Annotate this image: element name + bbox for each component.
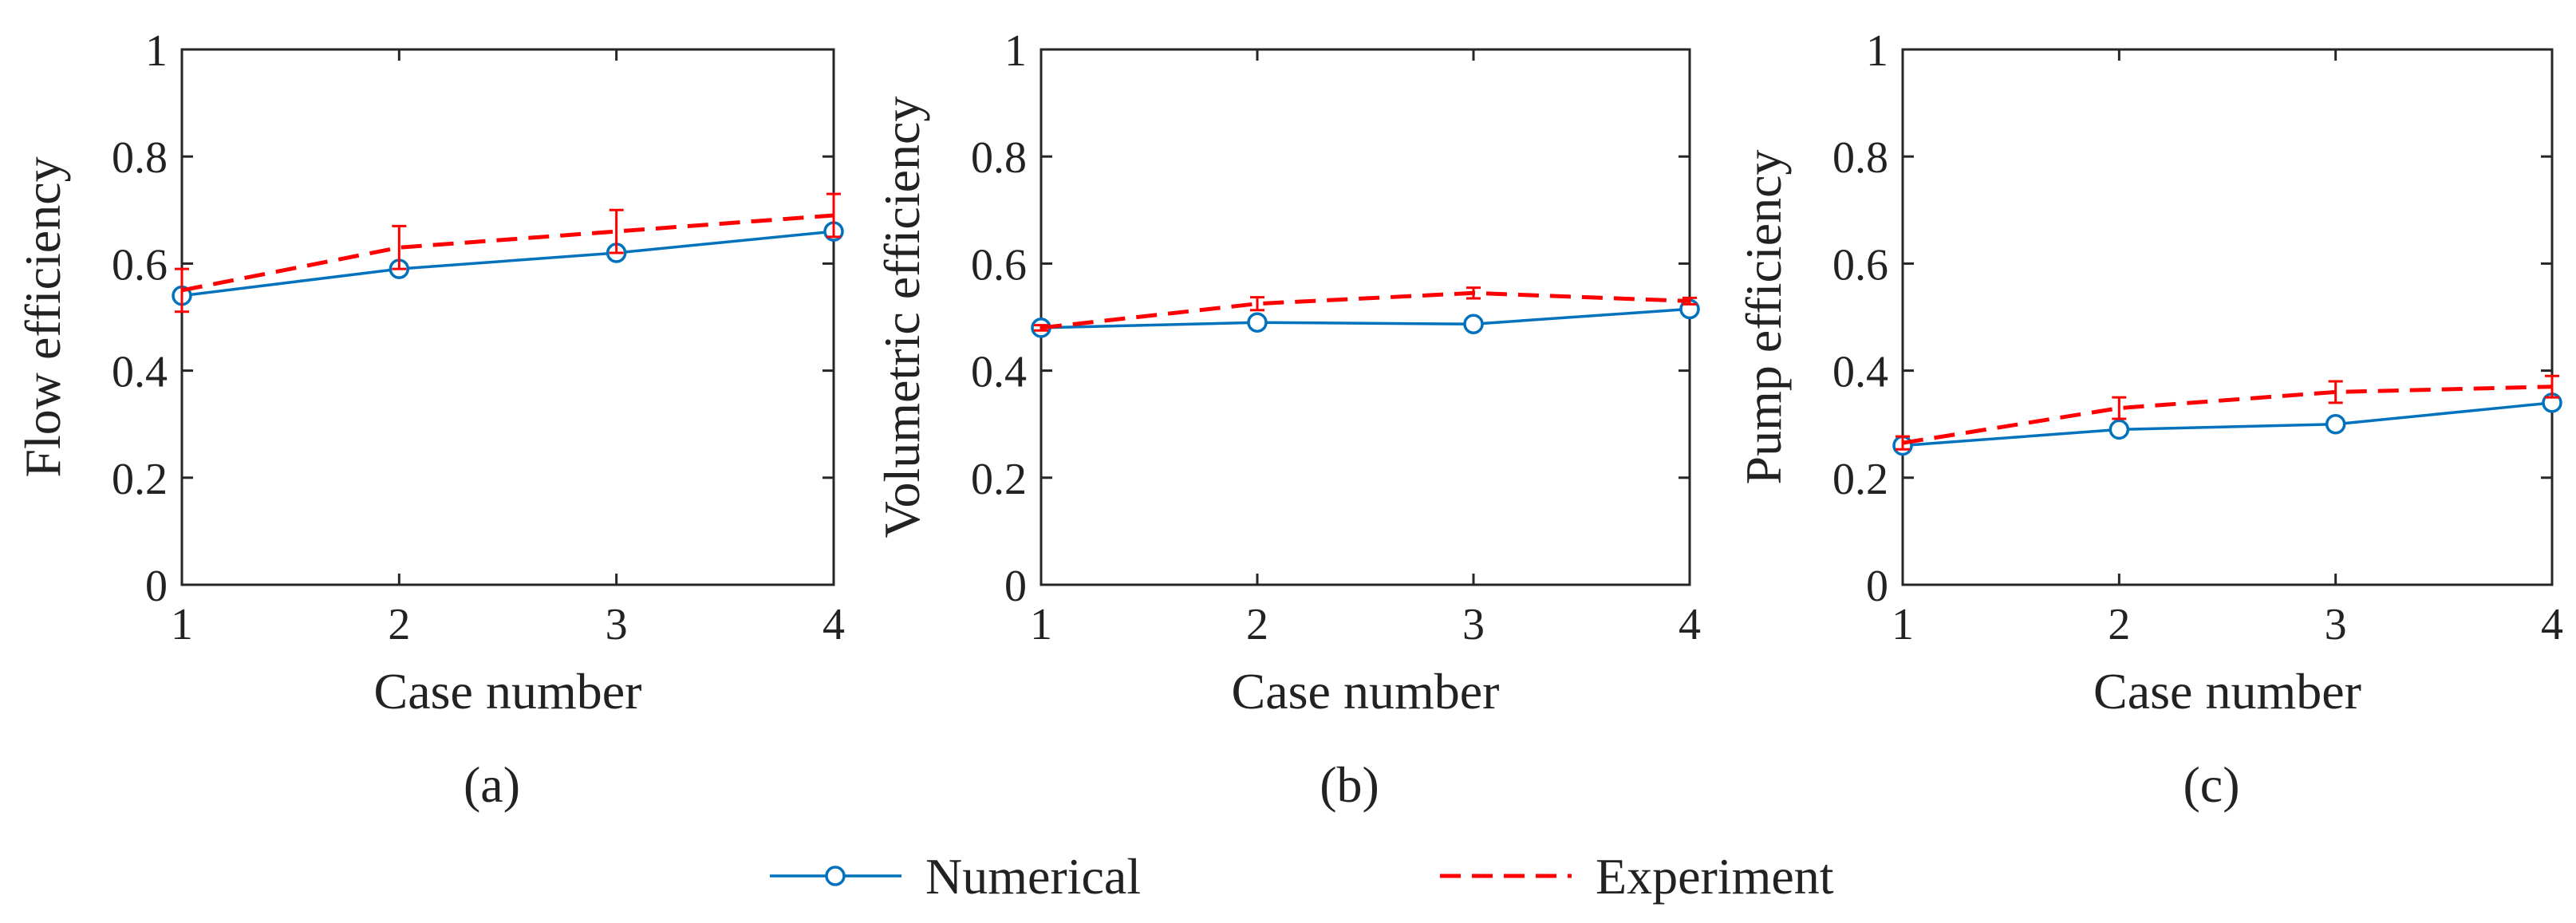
- y-axis-label: Pump efficiency: [1735, 149, 1792, 484]
- numerical-line: [1040, 307, 1690, 329]
- x-tick-label: 4: [823, 600, 845, 649]
- x-tick-label: 3: [606, 600, 628, 649]
- x-tick-label: 2: [2108, 600, 2130, 649]
- y-tick-label: 0.2: [1832, 455, 1888, 504]
- x-tick-label: 1: [1892, 600, 1914, 649]
- y-tick-label: 0: [145, 562, 168, 611]
- data-point: [2325, 413, 2346, 435]
- y-tick-label: 0.6: [971, 240, 1027, 290]
- panel-label: (c): [2183, 756, 2239, 813]
- legend-marker: [825, 866, 846, 886]
- series-experiment: [175, 192, 841, 314]
- legend-label: Numerical: [925, 848, 1141, 905]
- legend: Numerical Experiment: [770, 848, 1834, 905]
- y-tick-label: 0: [1866, 562, 1888, 611]
- x-axis-label: Case number: [374, 663, 642, 720]
- x-tick-label: 3: [1462, 600, 1485, 649]
- panel-c: 0 0.2 0.4 0.6 0.8 1 1 2 3 4 Case number Pump effici…: [1735, 26, 2563, 813]
- experiment-line: [1902, 385, 2553, 445]
- y-axis-label: Volumetric efficiency: [874, 97, 930, 538]
- y-tick-label: 0.4: [112, 348, 168, 397]
- y-tick-label: 0.8: [1832, 133, 1888, 183]
- x-tick-label: 4: [1679, 600, 1701, 649]
- x-tick-label: 1: [1030, 600, 1052, 649]
- x-tick-label: 1: [171, 600, 193, 649]
- panel-b: 0 0.2 0.4 0.6 0.8 1 1 2 3 4 Case number Volumetric …: [874, 26, 1701, 813]
- plot-frame: [1901, 48, 2554, 586]
- series-experiment: [1034, 286, 1697, 332]
- y-tick-label: 0.8: [112, 133, 168, 183]
- y-tick-label: 1: [1866, 26, 1888, 76]
- y-tick-label: 1: [1004, 26, 1027, 76]
- y-tick-label: 0.8: [971, 133, 1027, 183]
- x-tick-label: 2: [1246, 600, 1268, 649]
- x-axis-label: Case number: [2093, 663, 2361, 720]
- series-numerical: [1892, 392, 2562, 456]
- series-experiment: [1896, 374, 2559, 451]
- legend-item-numerical: Numerical: [770, 848, 1141, 905]
- data-point: [1463, 314, 1484, 334]
- y-tick-label: 0: [1004, 562, 1027, 611]
- y-tick-label: 1: [145, 26, 168, 76]
- series-numerical: [172, 221, 844, 306]
- y-tick-label: 0.6: [112, 240, 168, 290]
- experiment-line: [1040, 290, 1690, 330]
- x-tick-label: 3: [2325, 600, 2347, 649]
- data-point: [2109, 419, 2130, 440]
- y-tick-label: 0.2: [971, 455, 1027, 504]
- plot-frame: [180, 48, 835, 586]
- y-tick-label: 0.4: [1832, 348, 1888, 397]
- numerical-line: [181, 230, 834, 298]
- data-point: [1247, 312, 1268, 333]
- legend-item-experiment: Experiment: [1440, 848, 1834, 905]
- y-axis-label: Flow efficiency: [14, 156, 71, 477]
- x-tick-label: 4: [2541, 600, 2563, 649]
- y-tick-label: 0.6: [1832, 240, 1888, 290]
- panel-label: (b): [1320, 756, 1379, 813]
- y-tick-label: 0.2: [112, 455, 168, 504]
- y-tick-label: 0.4: [971, 348, 1027, 397]
- panel-label: (a): [464, 756, 520, 813]
- experiment-line: [181, 213, 834, 293]
- panel-a: 0 0.2 0.4 0.6 0.8 1 1 2 3 4 Case number Flow effici…: [14, 26, 845, 813]
- legend-label: Experiment: [1596, 848, 1834, 905]
- series-numerical: [1031, 298, 1700, 338]
- x-axis-label: Case number: [1232, 663, 1500, 720]
- numerical-line: [1902, 401, 2553, 448]
- x-tick-label: 2: [388, 600, 410, 649]
